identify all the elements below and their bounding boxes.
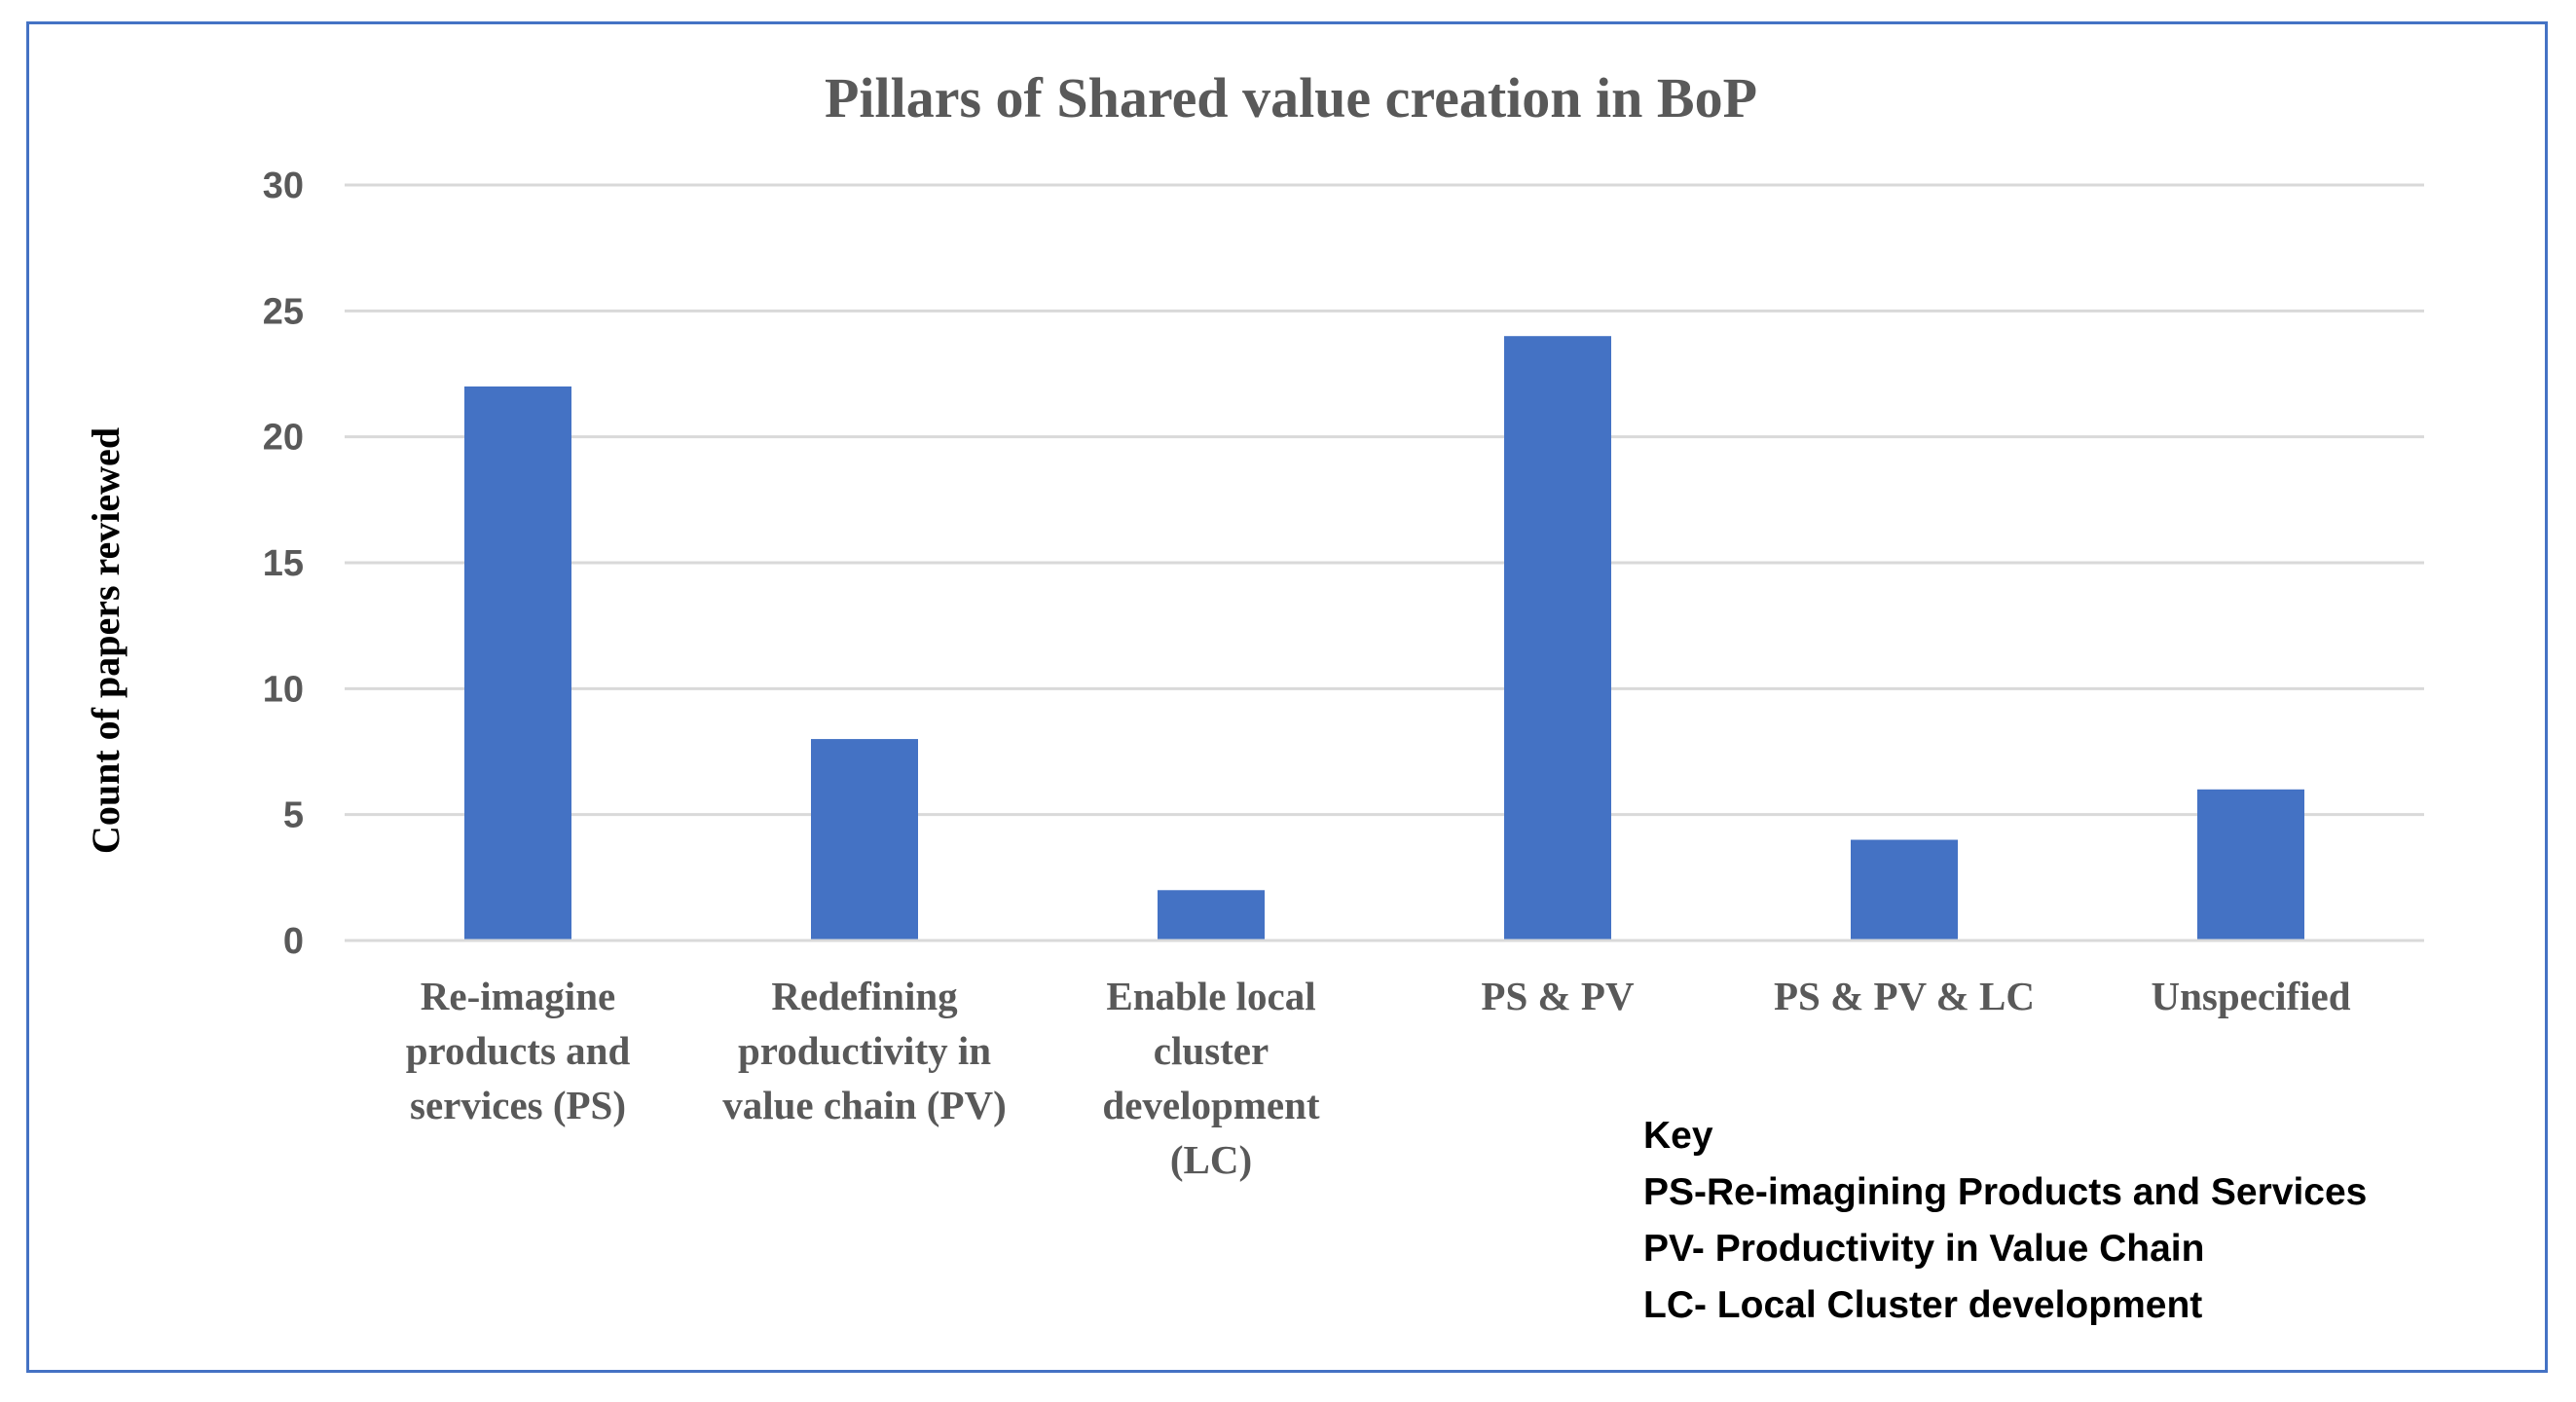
y-axis-label: Count of papers reviewed bbox=[84, 427, 128, 854]
chart-title: Pillars of Shared value creation in BoP bbox=[825, 66, 1757, 129]
x-tick-label: Enable local cluster development (LC) bbox=[1102, 974, 1320, 1182]
bar-3 bbox=[1158, 890, 1265, 941]
y-tick-label: 5 bbox=[283, 795, 304, 836]
x-tick-label: PS & PV bbox=[1481, 974, 1635, 1018]
x-axis-labels: Re-imagine products and services (PS) Redef… bbox=[406, 974, 2351, 1182]
key-line-pv: PV- Productivity in Value Chain bbox=[1643, 1228, 2204, 1270]
bar-2 bbox=[811, 739, 918, 941]
y-tick-label: 10 bbox=[263, 669, 304, 710]
bars bbox=[464, 336, 2304, 941]
y-tick-label: 20 bbox=[263, 418, 304, 459]
x-tick-label: Re-imagine products and services (PS) bbox=[406, 974, 631, 1127]
key-line-lc: LC- Local Cluster development bbox=[1643, 1284, 2202, 1326]
chart-frame bbox=[26, 21, 2548, 1373]
bar-4 bbox=[1504, 336, 1611, 941]
y-axis-ticks: 0 5 10 15 20 25 30 bbox=[263, 166, 304, 962]
key-line-ps: PS-Re-imagining Products and Services bbox=[1643, 1171, 2367, 1213]
gridlines bbox=[345, 183, 2424, 817]
y-tick-label: 30 bbox=[263, 166, 304, 206]
bar-6 bbox=[2197, 789, 2304, 941]
bar-1 bbox=[464, 386, 571, 941]
x-tick-label: Redefining productivity in value chain (PV… bbox=[722, 974, 1007, 1127]
x-tick-label: PS & PV & LC bbox=[1774, 974, 2035, 1018]
y-tick-label: 15 bbox=[263, 543, 304, 584]
key-box: Key PS-Re-imagining Products and Service… bbox=[1643, 1115, 2367, 1326]
y-tick-label: 0 bbox=[283, 921, 304, 962]
bar-5 bbox=[1851, 839, 1958, 941]
x-tick-label: Unspecified bbox=[2152, 974, 2351, 1018]
y-tick-label: 25 bbox=[263, 291, 304, 332]
key-heading: Key bbox=[1643, 1115, 1713, 1157]
